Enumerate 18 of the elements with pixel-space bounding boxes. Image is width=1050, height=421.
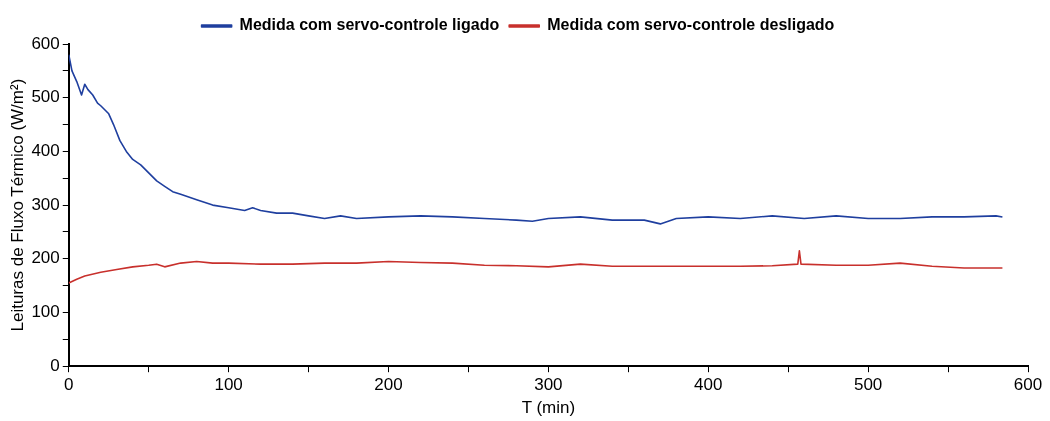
x-tick-label: 600 [1013, 375, 1043, 395]
x-tick-label: 300 [534, 375, 563, 395]
x-tick-label: 200 [374, 375, 403, 395]
y-tick-label: 600 [31, 33, 60, 53]
y-tick-label: 200 [31, 248, 60, 268]
x-tick-label: 400 [694, 375, 723, 395]
y-tick-label: 300 [31, 194, 60, 214]
y-tick-label: 100 [31, 302, 60, 322]
x-tick-label: 100 [214, 375, 243, 395]
y-tick-label: 400 [31, 141, 60, 161]
x-tick-label: 0 [64, 375, 74, 395]
y-tick-label: 500 [31, 87, 60, 107]
y-axis-title: Leituras de Fluxo Térmico (W/m²) [7, 78, 27, 332]
x-tick-label: 500 [853, 375, 883, 395]
x-axis-title: T (min) [521, 398, 576, 418]
legend-label: Medida com servo-controle desligado [547, 16, 835, 34]
legend-label: Medida com servo-controle ligado [239, 16, 500, 34]
y-tick-label: 0 [50, 355, 60, 375]
